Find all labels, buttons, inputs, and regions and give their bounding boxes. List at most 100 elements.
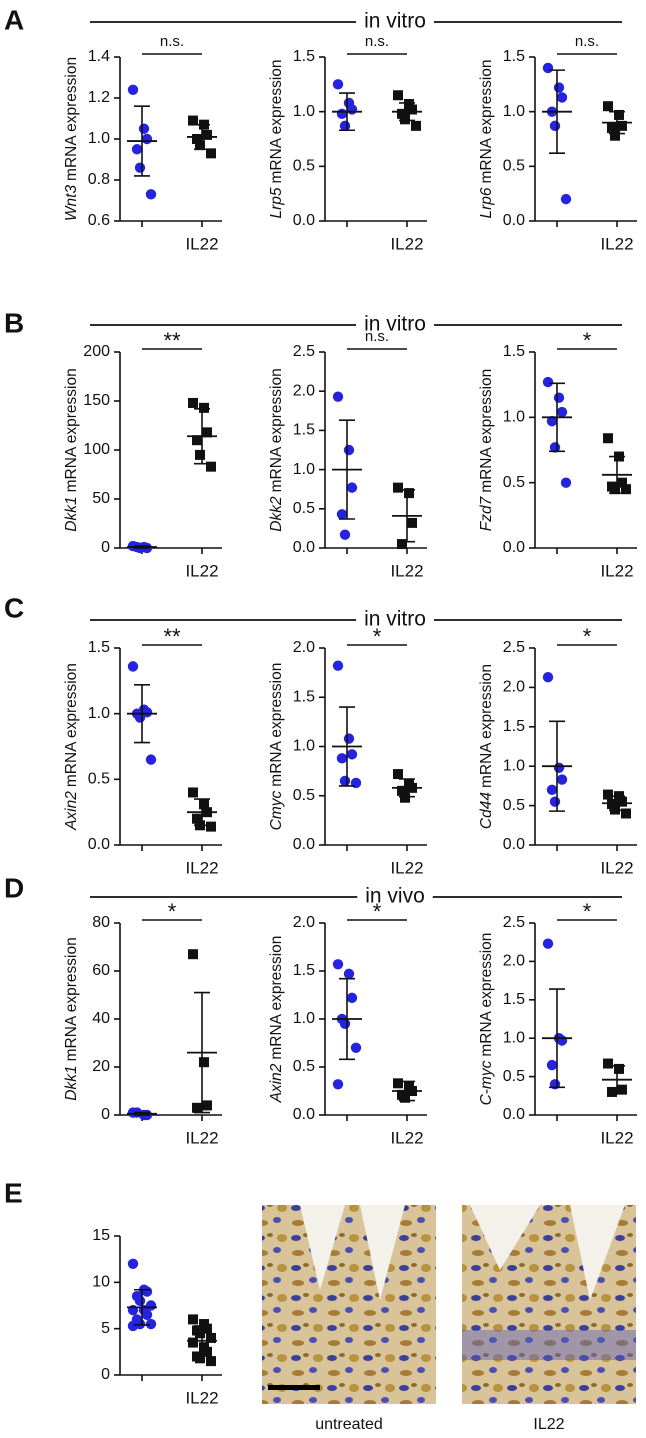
y-tick-label: 0.5 <box>503 797 525 814</box>
x-tick-label: IL22 <box>600 234 633 253</box>
data-point <box>617 120 627 131</box>
data-point <box>206 148 216 159</box>
data-point <box>206 1332 216 1343</box>
data-point <box>141 1309 153 1320</box>
data-point <box>343 733 355 744</box>
data-point <box>145 754 157 765</box>
y-tick-label: 1.0 <box>293 103 315 120</box>
y-axis-label-text: mRNA expression <box>268 368 285 492</box>
data-point <box>202 427 212 438</box>
data-point <box>336 108 348 120</box>
data-point <box>339 775 351 787</box>
data-point <box>192 134 202 144</box>
header-backdrop <box>356 9 434 35</box>
data-point <box>192 1102 202 1113</box>
y-axis-label: Fzd7 mRNA expression <box>478 369 495 532</box>
y-axis-label: Lrp6 mRNA expression <box>478 59 495 218</box>
data-point <box>393 769 403 780</box>
data-point <box>614 109 624 120</box>
data-point <box>134 1295 146 1307</box>
y-tick-label: 150 <box>83 392 110 409</box>
y-axis-label: Wnt3 mRNA expression <box>63 57 80 221</box>
gene-name: Cmyc <box>268 790 285 830</box>
data-point <box>603 789 613 800</box>
y-tick-label: 2.0 <box>503 953 525 970</box>
gene-name: Dkk2 <box>268 496 285 532</box>
significance-label: n.s. <box>365 328 389 345</box>
x-tick-label: IL22 <box>600 858 633 877</box>
y-axis-label-text: mRNA expression <box>268 59 285 183</box>
y-tick-label: 2.5 <box>503 914 525 931</box>
y-tick-label: 0.5 <box>503 158 525 175</box>
data-point <box>131 144 143 155</box>
significance-label: n.s. <box>575 33 599 50</box>
y-tick-label: 200 <box>83 343 110 360</box>
data-point <box>607 123 617 134</box>
data-point <box>346 992 358 1004</box>
data-point <box>206 1356 216 1367</box>
data-point <box>393 1078 403 1089</box>
y-axis-label-text: mRNA expression <box>63 57 80 181</box>
data-point <box>542 938 554 949</box>
y-tick-label: 1.5 <box>503 991 525 1008</box>
y-axis-label: Cd44 mRNA expression <box>478 664 495 829</box>
data-point <box>336 509 348 520</box>
y-tick-label: 0.0 <box>293 836 315 853</box>
data-point <box>393 482 403 493</box>
data-point <box>206 821 216 832</box>
data-point <box>134 162 146 173</box>
data-point <box>127 1258 139 1270</box>
panel-label: D <box>4 872 24 903</box>
data-point <box>202 1100 212 1111</box>
y-tick-label: 0.8 <box>88 171 110 188</box>
y-tick-label: 80 <box>92 914 110 931</box>
y-tick-label: 0.0 <box>293 539 315 556</box>
y-tick-label: 1.0 <box>503 757 525 774</box>
data-point <box>556 774 568 785</box>
header-backdrop <box>356 607 434 633</box>
data-point <box>607 1086 617 1097</box>
data-point <box>192 813 202 824</box>
y-tick-label: 5 <box>101 1320 110 1337</box>
data-point <box>603 1058 613 1069</box>
y-tick-label: 1.0 <box>88 130 110 147</box>
data-point <box>556 92 568 103</box>
data-point <box>560 193 572 205</box>
data-point <box>610 484 620 495</box>
data-point <box>407 517 417 528</box>
y-tick-label: 1.5 <box>293 688 315 705</box>
data-point <box>141 133 153 145</box>
data-point <box>400 114 410 125</box>
data-point <box>199 799 209 810</box>
gene-name: Axin2 <box>268 1063 285 1103</box>
x-tick-label: IL22 <box>390 1128 423 1147</box>
image-caption: IL22 <box>533 1416 564 1433</box>
data-point <box>411 120 421 131</box>
data-point <box>145 1318 157 1330</box>
data-point <box>332 79 344 90</box>
significance-label: * <box>168 899 177 924</box>
y-axis-label-text: mRNA expression <box>268 936 285 1060</box>
y-tick-label: 2.0 <box>503 679 525 696</box>
y-tick-label: 40 <box>92 1010 110 1027</box>
data-point <box>336 753 348 764</box>
gene-name: Dkk1 <box>63 496 80 531</box>
data-point <box>145 189 157 200</box>
y-tick-label: 10 <box>92 1274 110 1291</box>
data-point <box>614 1063 624 1074</box>
significance-label: n.s. <box>365 33 389 50</box>
panel-label: A <box>4 4 24 35</box>
data-point <box>397 539 407 550</box>
y-tick-label: 0 <box>101 1366 110 1383</box>
data-point <box>192 435 202 446</box>
data-point <box>202 1346 212 1357</box>
significance-label: ** <box>163 624 181 649</box>
y-tick-label: 1.5 <box>293 962 315 979</box>
y-tick-label: 1.5 <box>503 343 525 360</box>
x-tick-label: IL22 <box>600 1128 633 1147</box>
significance-label: * <box>583 624 592 649</box>
y-tick-label: 15 <box>92 1227 110 1244</box>
panel-header: in vitro <box>364 608 426 631</box>
x-tick-label: IL22 <box>600 561 633 580</box>
data-point <box>603 433 613 444</box>
